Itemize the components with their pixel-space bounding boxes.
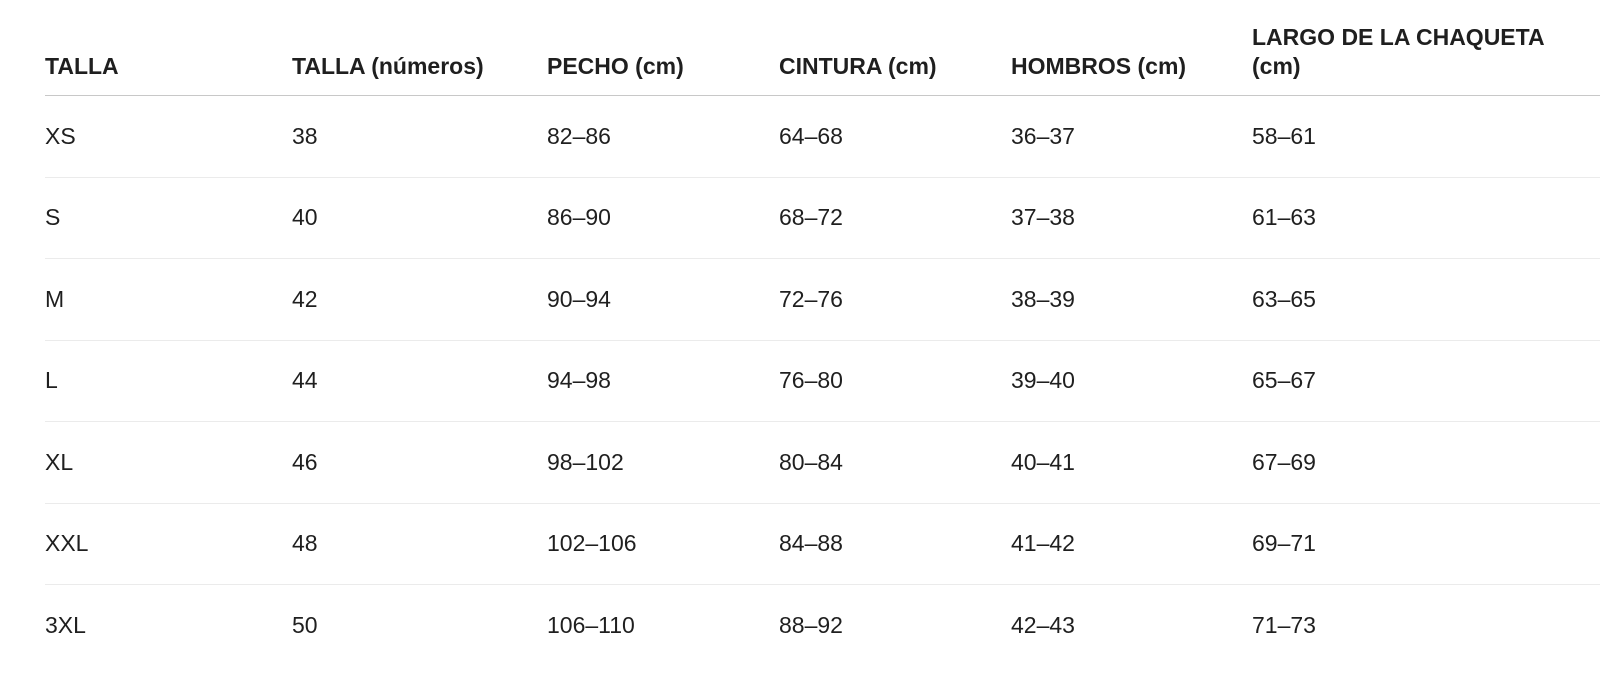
table-cell: 69–71: [1252, 503, 1600, 585]
table-cell: 68–72: [779, 177, 1011, 259]
table-cell: 48: [292, 503, 547, 585]
table-cell: L: [45, 340, 292, 422]
table-cell: 84–88: [779, 503, 1011, 585]
table-cell: 90–94: [547, 258, 779, 341]
table-cell: XL: [45, 421, 292, 504]
table-cell: 40: [292, 177, 547, 259]
header-row: TALLA TALLA (números) PECHO (cm) CINTURA (c…: [45, 0, 1600, 96]
table-cell: 86–90: [547, 177, 779, 259]
table-cell: 58–61: [1252, 95, 1600, 178]
table-cell: 88–92: [779, 611, 843, 638]
table-cell: 46: [292, 421, 547, 504]
header-cell: LARGO DE LA CHAQUETA (cm): [1252, 0, 1600, 96]
table-cell: 61–63: [1252, 177, 1600, 259]
table-row: M 42 90–94 72–76 38–39 63–65: [45, 258, 1600, 341]
header-cell: CINTURA (cm): [779, 0, 1011, 96]
table-cell: 50: [292, 611, 318, 638]
table-row: XL 46 98–102 80–84 40–41 67–69: [45, 421, 1600, 504]
table-row: 3XL 50 106–110 88–92 42–43 71–73: [45, 585, 1600, 666]
table-cell: 67–69: [1252, 421, 1600, 504]
header-cell: TALLA (números): [292, 0, 547, 96]
table-row: XS 38 82–86 64–68 36–37 58–61: [45, 95, 1600, 178]
table-cell: 94–98: [547, 340, 779, 422]
table-cell: 98–102: [547, 421, 779, 504]
table-cell: 41–42: [1011, 503, 1252, 585]
table-cell: 71–73: [1252, 611, 1316, 638]
table-cell: 80–84: [779, 421, 1011, 504]
table-cell: 63–65: [1252, 258, 1600, 341]
table-header: TALLA TALLA (números) PECHO (cm) CINTURA (c…: [45, 0, 1600, 96]
table-cell: 37–38: [1011, 177, 1252, 259]
table-cell: M: [45, 258, 292, 341]
table-cell: 36–37: [1011, 95, 1252, 178]
table-row: S 40 86–90 68–72 37–38 61–63: [45, 177, 1600, 259]
table-row: L 44 94–98 76–80 39–40 65–67: [45, 340, 1600, 422]
table-body: XS 38 82–86 64–68 36–37 58–61 S 40 86–90 68–72 37–…: [45, 95, 1600, 666]
table-cell: 65–67: [1252, 340, 1600, 422]
table-cell: 72–76: [779, 258, 1011, 341]
table-cell: 3XL: [45, 611, 86, 638]
table-cell: 39–40: [1011, 340, 1252, 422]
table-cell: 42: [292, 258, 547, 341]
table-cell: 82–86: [547, 95, 779, 178]
table-cell: 64–68: [779, 95, 1011, 178]
table-cell: 76–80: [779, 340, 1011, 422]
header-cell: PECHO (cm): [547, 0, 779, 96]
header-cell: HOMBROS (cm): [1011, 0, 1252, 96]
table-cell: XXL: [45, 503, 292, 585]
table-cell: 42–43: [1011, 611, 1075, 638]
table-cell: 38–39: [1011, 258, 1252, 341]
table-cell: XS: [45, 95, 292, 178]
table-cell: 44: [292, 340, 547, 422]
table-cell: 102–106: [547, 503, 779, 585]
header-cell: TALLA: [45, 0, 292, 96]
table-row: XXL 48 102–106 84–88 41–42 69–71: [45, 503, 1600, 585]
table-cell: 40–41: [1011, 421, 1252, 504]
table-cell: 106–110: [547, 611, 635, 638]
table-cell: S: [45, 177, 292, 259]
size-table: TALLA TALLA (números) PECHO (cm) CINTURA (c…: [45, 0, 1600, 666]
table-cell: 38: [292, 95, 547, 178]
